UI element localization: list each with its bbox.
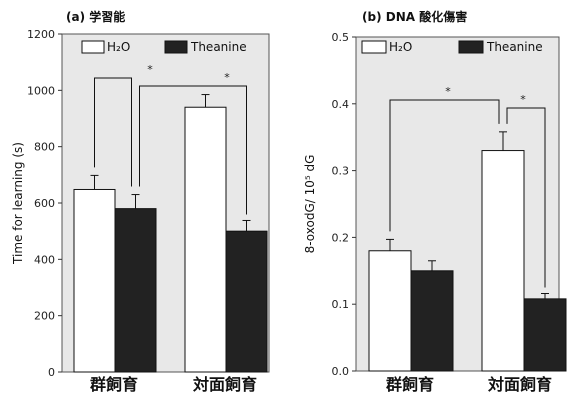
legend-h2o-swatch [81,40,105,54]
y-tick-label: 0.2 [332,231,350,244]
bar-theanine-0 [114,208,157,373]
significance-bracket [506,107,546,288]
legend-h2o-label: H₂O [389,40,412,54]
panel-a-title: (a) 学習能 [66,9,125,24]
bar-h2o-1 [481,150,525,372]
bar-theanine-1 [523,298,567,372]
y-tick-label: 0 [48,366,55,379]
panel-b-category-group: 群飼育 [386,375,434,394]
y-tick-label: 200 [34,310,55,323]
panel-b-dna-damage: (b) DNA 酸化傷害 8-oxodG/ 10⁵ dG 0.00.10.20.… [303,9,567,394]
y-tick-label: 0.4 [332,98,350,111]
legend-theanine-label: Theanine [190,40,247,54]
bar-h2o-0 [368,250,412,372]
bar-h2o-0 [73,188,116,373]
panel-b-category-paired: 対面飼育 [487,375,552,394]
panel-a-bars [73,94,268,373]
y-tick-label: 0.3 [332,165,350,178]
bar-h2o-1 [184,106,227,373]
significance-star: * [445,85,451,98]
panel-b-bars [368,131,567,372]
significance-bracket [94,77,132,187]
panel-a-learning-time: (a) 学習能 Time for learning (s) 0 200 400 600… [11,9,270,394]
panel-b-significance: ** [389,85,546,288]
y-tick-label: 0.0 [332,365,350,378]
panel-a-significance: ** [94,63,247,215]
panel-a-legend: H₂O Theanine [81,40,247,54]
legend-h2o-swatch [361,40,387,54]
panel-b-y-axis-label: 8-oxodG/ 10⁵ dG [303,155,317,254]
significance-star: * [147,63,153,76]
y-tick-label: 400 [34,253,55,266]
y-tick-label: 1200 [27,28,55,41]
bar-theanine-1 [225,230,268,373]
significance-star: * [520,93,526,106]
bar-theanine-0 [410,270,454,372]
panel-a-category-group: 群飼育 [90,375,138,394]
panel-a-y-ticks: 0 200 400 600 800 1000 1200 [27,28,62,379]
y-tick-label: 0.1 [332,298,350,311]
legend-theanine-label: Theanine [486,40,543,54]
y-tick-label: 600 [34,197,55,210]
legend-theanine-swatch [164,40,188,54]
panel-b-legend: H₂O Theanine [361,40,543,54]
y-tick-label: 1000 [27,84,55,97]
panel-b-title: (b) DNA 酸化傷害 [362,9,467,24]
panel-a-y-axis-label: Time for learning (s) [11,142,25,265]
panel-a-category-paired: 対面飼育 [192,375,257,394]
legend-h2o-label: H₂O [107,40,130,54]
y-tick-label: 0.5 [332,31,350,44]
significance-bracket [139,85,247,215]
significance-star: * [224,71,230,84]
significance-bracket [389,99,500,232]
legend-theanine-swatch [458,40,484,54]
y-tick-label: 800 [34,141,55,154]
panel-b-y-ticks: 0.0 0.1 0.2 0.3 0.4 0.5 [332,31,356,378]
